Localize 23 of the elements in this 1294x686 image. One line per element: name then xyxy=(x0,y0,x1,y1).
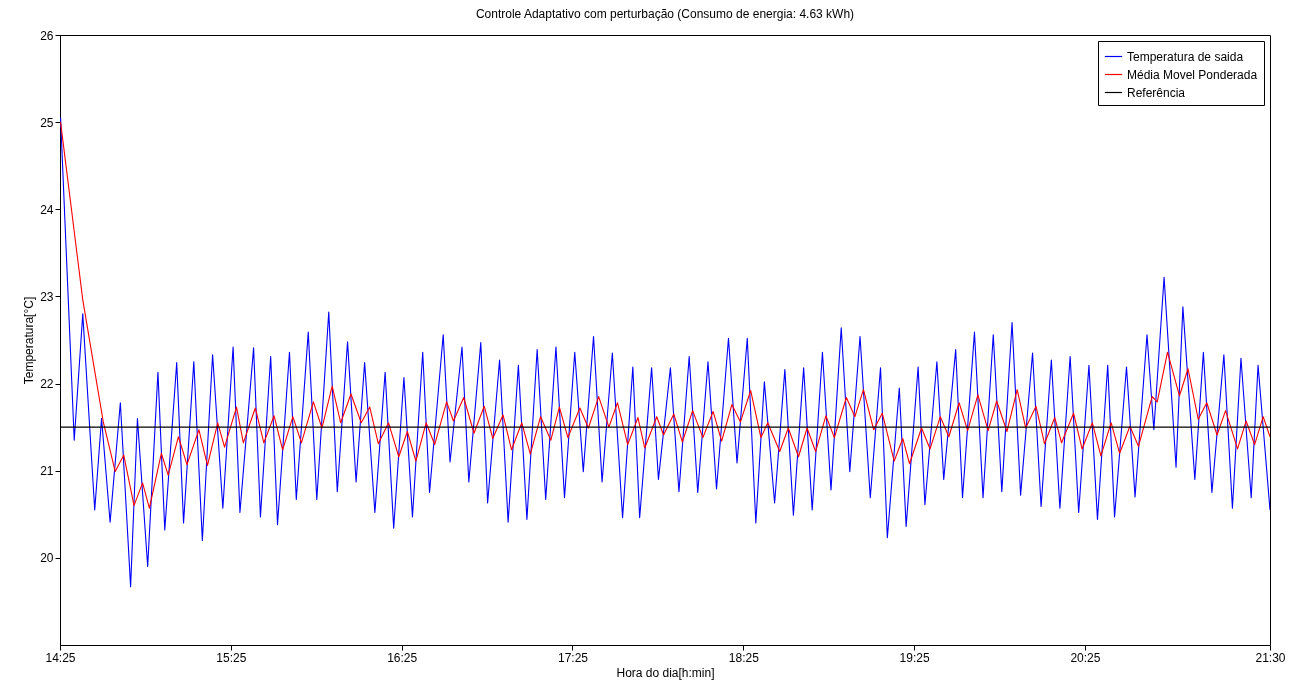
y-tick-label: 20 xyxy=(40,551,54,566)
chart-title: Controle Adaptativo com perturbação (Consumo de energia: 4.63 kWh) xyxy=(475,7,855,21)
line-series xyxy=(60,117,1270,588)
y-tick-label: 24 xyxy=(40,202,54,217)
y-tick-label: 25 xyxy=(40,115,54,130)
x-tick-label: 21:30 xyxy=(1255,650,1286,665)
x-tick-label: 19:25 xyxy=(899,650,930,665)
legend-label: Temperatura de saida xyxy=(1127,49,1244,64)
line-series xyxy=(60,121,1270,509)
legend-label: Referência xyxy=(1127,85,1186,100)
x-tick-label: 15:25 xyxy=(216,650,247,665)
x-tick-label: 16:25 xyxy=(387,650,418,665)
y-tick-label: 23 xyxy=(40,289,54,304)
y-tick-label: 26 xyxy=(40,28,54,43)
x-tick-label: 17:25 xyxy=(557,650,589,665)
y-tick-label: 22 xyxy=(40,377,54,392)
x-tick-label: 14:25 xyxy=(45,650,76,665)
y-axis-title: Temperatura[°C] xyxy=(22,296,37,385)
legend-label: Média Movel Ponderada xyxy=(1127,67,1258,82)
x-axis-title: Hora do dia[h:min] xyxy=(616,665,715,680)
x-tick-label: 18:25 xyxy=(728,650,760,665)
x-tick-label: 20:25 xyxy=(1070,650,1101,665)
y-tick-label: 21 xyxy=(40,464,54,479)
